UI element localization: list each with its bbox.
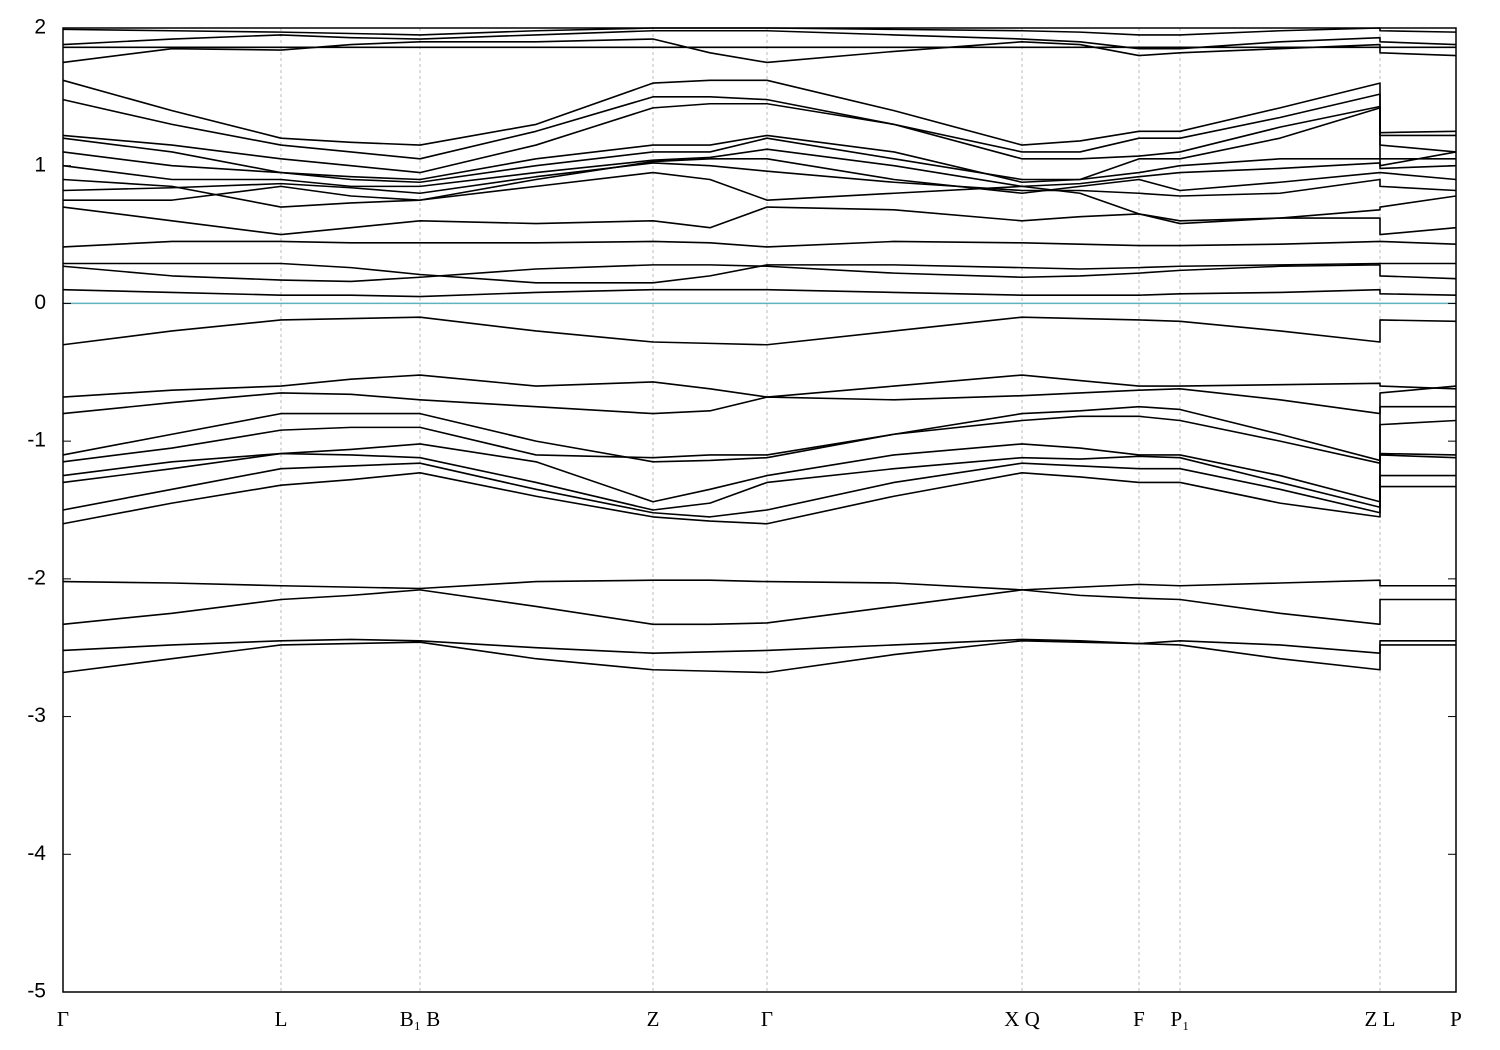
band-line — [62, 316, 1457, 346]
band-line — [62, 38, 1457, 64]
band-line — [62, 472, 1456, 525]
band-line — [62, 462, 1456, 518]
band-line — [62, 93, 1456, 160]
y-tick-label: -3 — [27, 704, 46, 727]
band-line — [62, 385, 1457, 415]
band-line — [62, 443, 1457, 503]
band-line — [62, 107, 1457, 184]
band-line — [62, 589, 1456, 626]
band-line — [63, 171, 1457, 225]
band-line — [62, 148, 1457, 188]
x-tick-label: F — [1133, 1007, 1145, 1031]
x-tick-label: Γ — [761, 1007, 773, 1031]
y-tick-label: 2 — [34, 16, 46, 39]
band-line — [62, 264, 1457, 283]
y-tick-label: -5 — [27, 980, 46, 1003]
band-line — [62, 29, 1457, 50]
y-tick-label: -4 — [27, 842, 46, 865]
bands-layer — [62, 27, 1457, 674]
axes-layer: Γ L B₁ B Z Γ X Q F P₁ Z L P -5 -4 -3 -2 -1 0 1 2 — [27, 16, 1462, 1031]
x-tick-label: B₁ B — [400, 1007, 441, 1031]
band-line — [62, 240, 1457, 248]
x-tick-label: Z — [647, 1007, 660, 1031]
band-line — [62, 415, 1457, 464]
band-line — [62, 638, 1456, 655]
band-line — [62, 158, 1457, 208]
band-line — [62, 579, 1456, 591]
y-tick-label: 0 — [34, 291, 46, 314]
band-line — [62, 405, 1456, 463]
x-tick-label: P₁ — [1170, 1007, 1189, 1031]
band-line — [62, 374, 1457, 398]
x-tick-label: Γ — [57, 1007, 69, 1031]
y-tick-label: -1 — [27, 429, 46, 452]
x-tick-label: Z L — [1365, 1007, 1396, 1031]
band-line — [62, 137, 1456, 184]
band-line — [62, 102, 1457, 174]
plot-frame — [62, 27, 1457, 993]
y-tick-label: -2 — [27, 566, 46, 589]
band-line — [63, 262, 1456, 284]
x-tick-label: L — [275, 1007, 288, 1031]
band-line — [62, 206, 1457, 236]
band-line — [62, 79, 1457, 146]
band-line — [62, 452, 1457, 511]
band-line — [62, 640, 1456, 674]
band-line — [62, 162, 1457, 197]
y-tick-label: 1 — [34, 153, 46, 176]
x-tick-label: P — [1450, 1007, 1462, 1031]
x-tick-label: X Q — [1004, 1007, 1040, 1031]
band-line — [62, 288, 1457, 298]
